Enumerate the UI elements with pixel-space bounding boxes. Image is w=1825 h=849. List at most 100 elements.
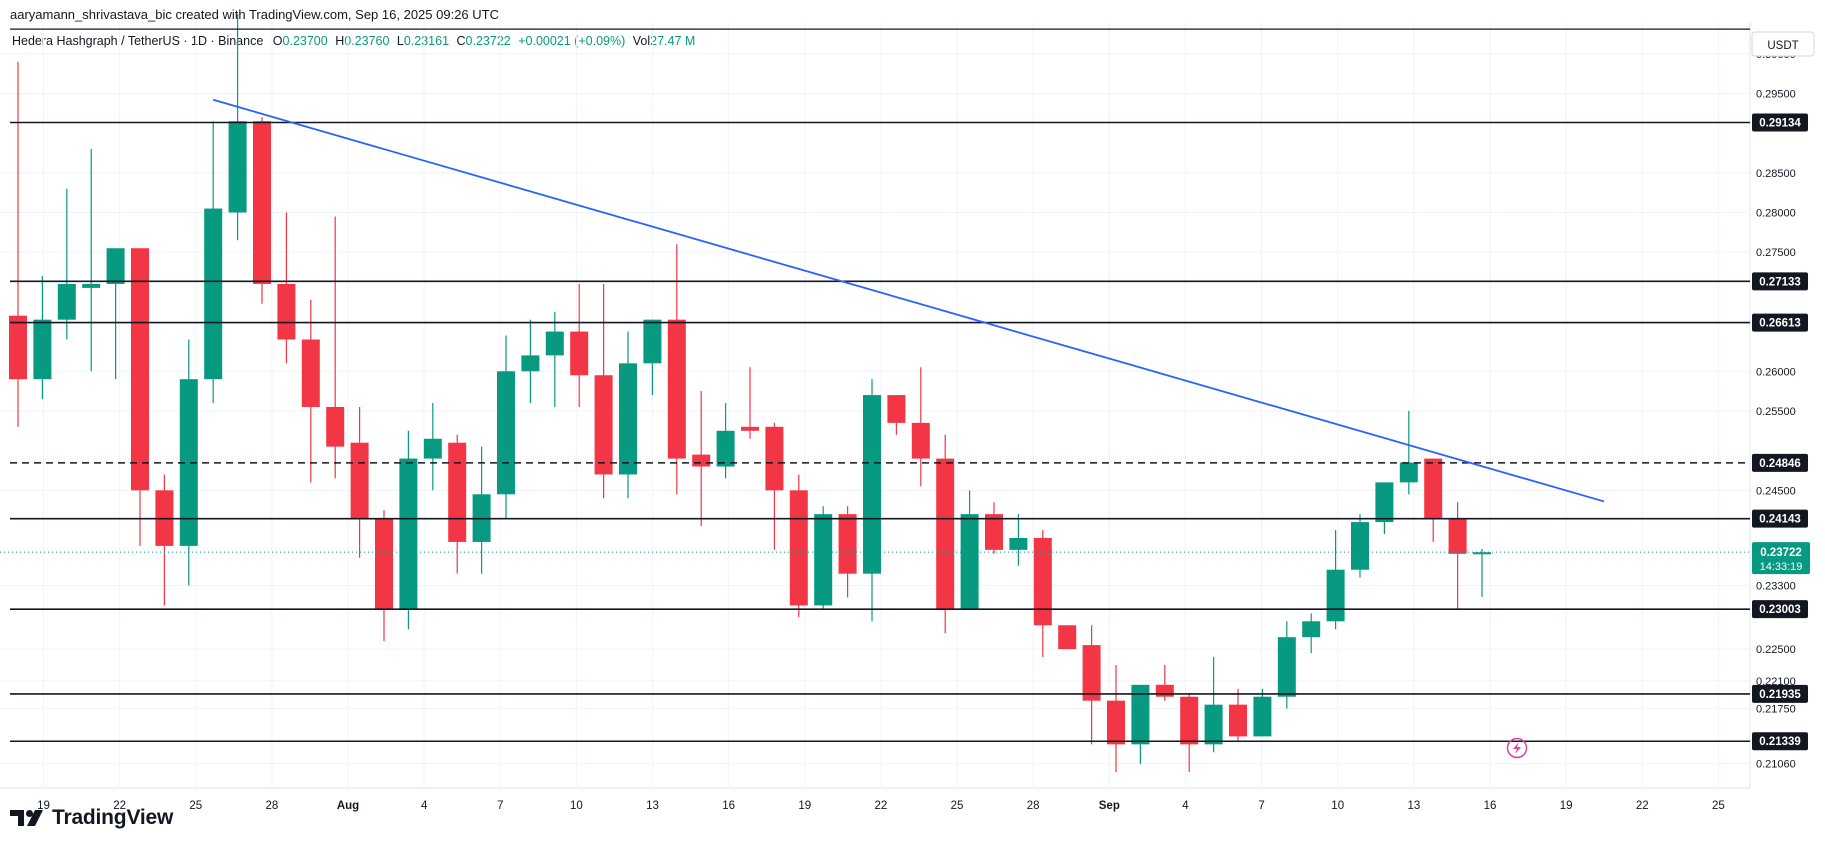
- candle-body-up: [1326, 569, 1345, 622]
- candle-body-down: [131, 248, 149, 491]
- candle-body-up: [1204, 704, 1223, 745]
- trend-layer[interactable]: [212, 98, 1605, 503]
- time-tick-label: 28: [1027, 800, 1040, 812]
- level-label: 0.21339: [1759, 736, 1801, 748]
- candle-body-up: [1302, 621, 1321, 638]
- currency-button[interactable]: USDT: [1751, 31, 1815, 57]
- price-tick-label: 0.22500: [1756, 644, 1796, 656]
- candle-body-down: [375, 518, 393, 610]
- candle-body-down: [667, 319, 686, 459]
- candle-body-up: [521, 355, 540, 372]
- time-tick-label: 10: [1331, 800, 1344, 812]
- currency-label: USDT: [1767, 40, 1798, 52]
- time-axis[interactable]: 19 22 25 28 Aug 4 7 10 13 16 19 22 25 28 Sep 4 7 10 13 16 19…: [37, 800, 1725, 812]
- time-tick-label: 4: [421, 800, 428, 812]
- time-tick-label: 16: [722, 800, 735, 812]
- symbol-legend: Hedera Hashgraph / TetherUS · 1D · Binan…: [12, 34, 695, 48]
- high-label: H: [335, 34, 345, 48]
- descending-trendline[interactable]: [212, 98, 1605, 503]
- time-tick-label: Aug: [337, 800, 359, 812]
- time-tick-label: 28: [265, 800, 278, 812]
- volume-label: Vol: [632, 34, 651, 48]
- candle-body-down: [448, 442, 467, 542]
- open-value: 0.23700: [282, 34, 328, 48]
- volume-value: 27.47 M: [650, 34, 696, 48]
- price-tick-label: 0.23300: [1756, 581, 1796, 593]
- candle-body-down: [838, 514, 857, 574]
- low-label: L: [396, 34, 404, 48]
- level-label: 0.21935: [1759, 689, 1801, 701]
- candle-body-down: [1058, 625, 1077, 650]
- candle-body-down: [887, 395, 906, 423]
- symbol-name[interactable]: Hedera Hashgraph / TetherUS · 1D · Binan…: [12, 34, 264, 48]
- candle-body-down: [1448, 518, 1467, 554]
- candle-body-down: [1229, 704, 1247, 737]
- candle-body-down: [741, 426, 759, 431]
- tradingview-logo[interactable]: TradingView: [10, 806, 173, 830]
- flash-icon[interactable]: [1506, 737, 1528, 759]
- candle-body-up: [1131, 684, 1150, 745]
- candle-body-up: [57, 283, 76, 320]
- time-tick-label: 13: [646, 800, 659, 812]
- level-label: 0.24846: [1759, 458, 1801, 470]
- candle-body-down: [985, 514, 1003, 550]
- candle-body-up: [1375, 482, 1394, 523]
- countdown-label: 14:33:19: [1760, 561, 1803, 573]
- level-label: 0.23003: [1759, 604, 1801, 616]
- candle-body-down: [301, 339, 320, 407]
- level-label-box: [1752, 453, 1808, 472]
- level-label: 0.24143: [1759, 514, 1801, 526]
- level-label-box: [1752, 313, 1808, 332]
- candle-body-down: [9, 315, 27, 380]
- price-axis[interactable]: 0.300000.295000.285000.280000.275000.260…: [1756, 49, 1796, 771]
- candle-body-down: [765, 426, 784, 491]
- candle-body-down: [1082, 645, 1101, 701]
- tradingview-logo-text: TradingView: [52, 806, 174, 829]
- time-tick-label: 19: [798, 800, 811, 812]
- time-tick-label: Sep: [1099, 800, 1120, 812]
- time-tick-label: 7: [497, 800, 503, 812]
- price-tick-label: 0.25500: [1756, 406, 1796, 418]
- candle-body-up: [423, 438, 442, 459]
- levels-layer: [0, 28, 1750, 743]
- candle-body-up: [545, 331, 564, 356]
- candle-body-up: [1253, 696, 1272, 737]
- level-labels: 0.29134 0.27133 0.26613 0.24846 0.24143 0.230…: [1752, 113, 1810, 751]
- high-value: 0.23760: [344, 34, 390, 48]
- candle-body-up: [204, 208, 223, 380]
- candle-body-down: [570, 331, 589, 376]
- level-label-box: [1752, 113, 1808, 132]
- candle-body-up: [619, 363, 637, 475]
- candle-body-down: [253, 121, 271, 284]
- time-tick-label: 4: [1182, 800, 1189, 812]
- level-label-box: [1752, 272, 1808, 291]
- candle-body-down: [1424, 458, 1443, 519]
- time-tick-label: 22: [1636, 800, 1649, 812]
- candle-body-up: [399, 458, 418, 610]
- candle-body-up: [179, 379, 198, 546]
- candle-body-up: [33, 319, 52, 380]
- candle-body-up: [1399, 462, 1418, 483]
- chart-credit: aaryamann_shrivastava_bic created with T…: [10, 7, 499, 22]
- candle-body-up: [643, 319, 662, 364]
- time-tick-label: 25: [1712, 800, 1725, 812]
- tradingview-logo-icon: [10, 810, 43, 826]
- time-tick-label: 22: [113, 800, 126, 812]
- level-label-box: [1752, 509, 1808, 528]
- candle-body-down: [277, 283, 296, 340]
- candle-body-down: [1155, 684, 1174, 697]
- price-tick-label: 0.28500: [1756, 168, 1796, 180]
- change-value: +0.00021 (+0.09%): [518, 34, 626, 48]
- candles-layer: [9, 14, 1491, 773]
- candle-body-down: [692, 454, 711, 467]
- time-tick-label: 10: [570, 800, 583, 812]
- open-label: O: [272, 34, 283, 48]
- time-tick-label: 19: [1560, 800, 1573, 812]
- candle-body-down: [1107, 700, 1125, 745]
- candle-body-up: [1277, 637, 1296, 697]
- candle-body-up: [497, 371, 515, 495]
- candle-body-down: [594, 375, 613, 475]
- candle-body-up: [1473, 552, 1491, 555]
- candle-body-down: [936, 458, 955, 610]
